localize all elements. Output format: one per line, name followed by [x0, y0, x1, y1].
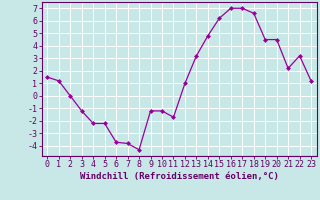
X-axis label: Windchill (Refroidissement éolien,°C): Windchill (Refroidissement éolien,°C) — [80, 172, 279, 181]
